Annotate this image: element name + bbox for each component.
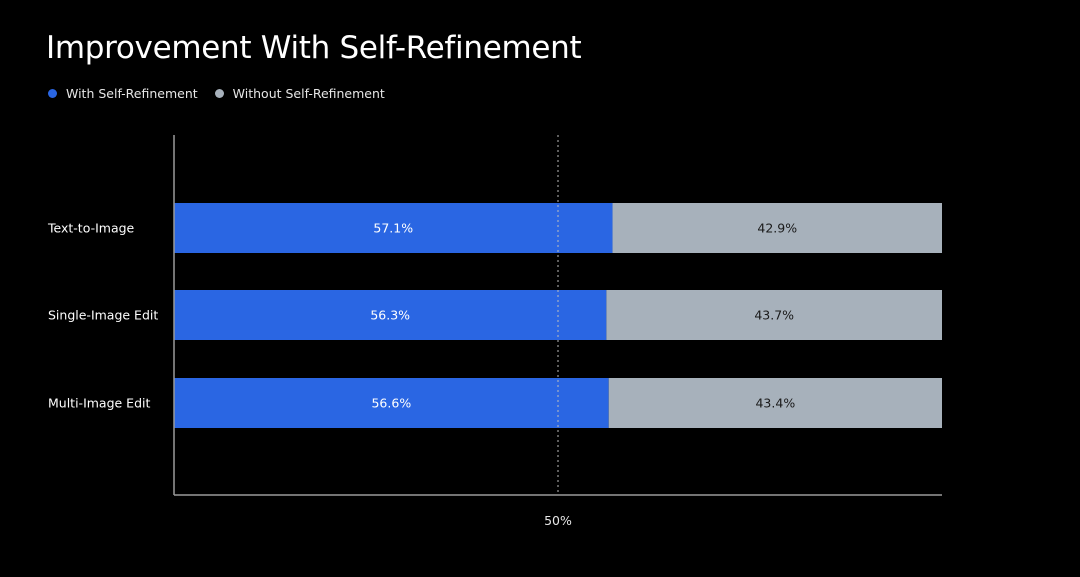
category-label-2: Single-Image Edit <box>48 308 158 323</box>
chart-title: Improvement With Self-Refinement <box>46 30 582 66</box>
bar-without-1 <box>612 203 942 253</box>
bar-with-3 <box>174 378 609 428</box>
data-label-without-3: 43.4% <box>755 396 795 411</box>
category-label-3: Multi-Image Edit <box>48 396 150 411</box>
data-label-with-3: 56.6% <box>371 396 411 411</box>
bar-with-1 <box>174 203 613 253</box>
data-label-with-2: 56.3% <box>370 308 410 323</box>
legend-item-without: Without Self-Refinement <box>214 86 385 101</box>
category-label-1: Text-to-Image <box>47 221 135 236</box>
data-label-without-1: 42.9% <box>757 221 797 236</box>
bar-without-3 <box>608 378 942 428</box>
legend-label-without: Without Self-Refinement <box>232 86 385 101</box>
data-label-with-1: 57.1% <box>373 221 413 236</box>
chart-legend: With Self-Refinement Without Self-Refine… <box>48 86 402 101</box>
x-tick-label-50: 50% <box>544 513 572 528</box>
legend-label-with: With Self-Refinement <box>66 86 198 101</box>
data-label-without-2: 43.7% <box>754 308 794 323</box>
bar-with-2 <box>174 290 607 340</box>
legend-dot-with <box>48 89 57 98</box>
legend-item-with: With Self-Refinement <box>48 86 198 101</box>
bar-without-2 <box>606 290 942 340</box>
legend-dot-without <box>214 89 224 98</box>
